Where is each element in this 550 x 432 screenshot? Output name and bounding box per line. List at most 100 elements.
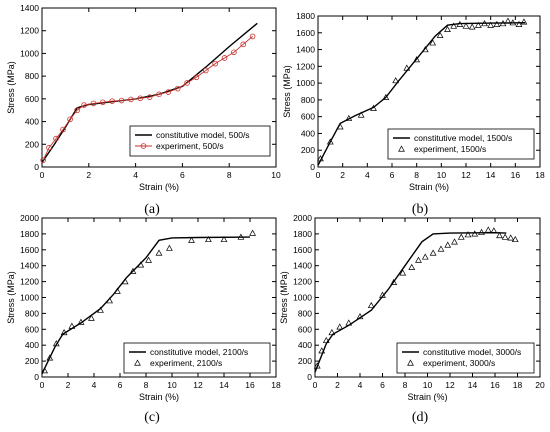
data-point (367, 301, 375, 309)
x-tick-label: 2 (66, 380, 71, 390)
data-point (481, 20, 488, 27)
series-line (314, 231, 507, 373)
data-point (456, 20, 464, 27)
data-point (429, 39, 437, 46)
data-point (90, 100, 97, 107)
x-axis-title: Strain (%) (139, 182, 179, 192)
series (40, 33, 256, 163)
data-point (318, 347, 326, 354)
panel-label: (a) (144, 202, 160, 217)
legend-swatch-marker (398, 145, 405, 152)
data-point (487, 21, 495, 28)
y-tick-label: 800 (301, 95, 315, 105)
x-tick-label: 12 (445, 380, 455, 390)
data-point (212, 60, 218, 67)
y-tick-label: 2000 (293, 213, 312, 223)
data-point (40, 157, 46, 163)
x-tick-label: 4 (92, 380, 97, 390)
y-tick-label: 600 (25, 94, 39, 104)
legend-box (387, 128, 535, 160)
x-tick-label: 18 (271, 380, 281, 390)
data-point (336, 123, 344, 130)
data-point (249, 33, 256, 40)
data-point (457, 233, 465, 240)
y-tick-label: 1600 (296, 28, 315, 38)
data-point (74, 107, 80, 114)
data-point (451, 238, 458, 245)
y-tick-label: 1000 (293, 293, 312, 303)
x-tick-label: 14 (486, 170, 496, 180)
data-point (382, 93, 390, 100)
data-point (413, 56, 421, 63)
data-point (77, 318, 85, 325)
y-tick-label: 1200 (20, 277, 39, 287)
x-tick-label: 6 (380, 380, 385, 390)
y-tick-label: 1000 (20, 293, 39, 303)
y-tick-label: 1200 (296, 61, 315, 71)
data-point (109, 98, 115, 104)
y-tick-label: 600 (301, 112, 315, 122)
y-tick-label: 1400 (20, 261, 39, 271)
data-point (322, 336, 330, 344)
data-point (100, 99, 106, 106)
legend-swatch-marker (407, 359, 414, 366)
x-axis-title: Strain (%) (409, 182, 449, 192)
y-tick-label: 200 (301, 145, 315, 155)
data-point (496, 231, 503, 239)
chart-panel: 0 2 4 6 8 10 12 14 16 18 0 200 400 600 800 1000 1200 1400… (6, 213, 281, 425)
data-point (490, 227, 498, 234)
data-point (184, 80, 190, 86)
series (314, 231, 507, 373)
x-axis-title: Strain (%) (139, 392, 179, 402)
y-tick-label: 1600 (20, 245, 39, 255)
data-point (165, 89, 172, 95)
x-tick-label: 0 (40, 380, 45, 390)
data-point (129, 267, 137, 274)
data-point (193, 74, 200, 81)
x-tick-label: 2 (86, 170, 91, 180)
x-tick-label: 10 (423, 380, 433, 390)
x-tick-label: 10 (167, 380, 177, 390)
y-tick-label: 1400 (20, 3, 39, 13)
data-point (88, 314, 95, 321)
data-point (46, 144, 52, 151)
data-point (345, 114, 353, 121)
data-point (390, 278, 398, 285)
x-tick-label: 16 (245, 380, 255, 390)
y-tick-label: 400 (301, 128, 315, 138)
y-tick-label: 1800 (20, 229, 39, 239)
panel-label: (c) (144, 410, 160, 425)
chart-panel: 0 2 4 6 8 10 12 14 16 18 2002004006008001000120014… (279, 213, 545, 425)
x-tick-label: 0 (316, 170, 321, 180)
data-point (437, 245, 445, 252)
x-tick-label: 20 (535, 380, 545, 390)
data-point (421, 253, 429, 260)
data-point (379, 291, 386, 298)
y-tick-label: 1200 (20, 26, 39, 36)
legend-entry-label: experiment, 2100/s (150, 358, 222, 368)
y-tick-label: 200 (298, 356, 312, 366)
data-point (471, 230, 479, 237)
x-tick-label: 6 (180, 170, 185, 180)
legend-entry-label: constitutive model, 2100/s (150, 347, 248, 357)
y-tick-label: 1800 (296, 11, 315, 21)
data-point (357, 111, 365, 118)
y-tick-label: 600 (298, 324, 312, 334)
x-tick-label: 0 (40, 170, 45, 180)
data-point (356, 313, 364, 320)
data-point (118, 97, 125, 104)
x-tick-label: 10 (437, 170, 447, 180)
data-point (60, 328, 68, 336)
y-tick-label: 1800 (293, 229, 312, 239)
data-point (53, 135, 59, 142)
x-tick-label: 2 (340, 170, 345, 180)
data-point (399, 269, 407, 276)
data-point (501, 233, 509, 240)
data-point (128, 96, 134, 103)
data-point (137, 261, 145, 268)
data-point (436, 31, 444, 38)
data-point (509, 19, 517, 26)
y-tick-label: 1600 (293, 245, 312, 255)
data-point (450, 22, 458, 29)
